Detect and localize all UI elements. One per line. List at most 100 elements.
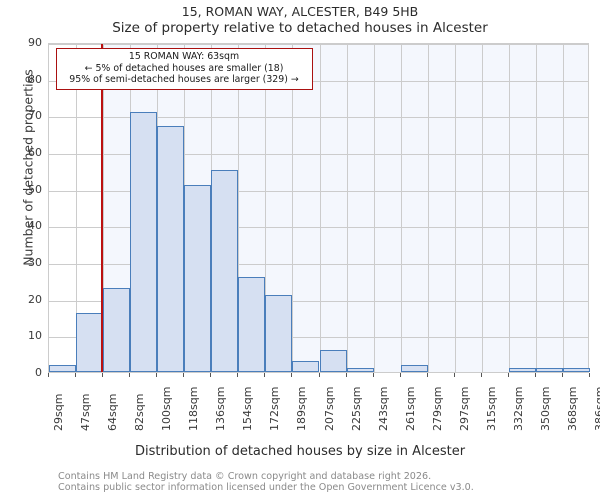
gridline-x-10	[320, 44, 321, 372]
bar-189sqm	[292, 361, 320, 372]
annotation-line-2: ← 5% of detached houses are smaller (18)	[84, 62, 284, 74]
page-title: 15, ROMAN WAY, ALCESTER, B49 5HB	[181, 4, 419, 19]
footer-line-2: Contains public sector information licen…	[58, 482, 474, 494]
bar-368sqm	[562, 368, 590, 372]
y-tick-label-90: 90	[28, 36, 42, 49]
annotation-line-3: 95% of semi-detached houses are larger (…	[69, 74, 299, 86]
bar-172sqm	[265, 295, 293, 372]
y-tick-label-70: 70	[28, 109, 42, 123]
gridline-x-2	[103, 44, 104, 372]
x-tick-label-189sqm: 189sqm	[295, 386, 309, 431]
bar-225sqm	[346, 368, 374, 372]
x-tick-label-118sqm: 118sqm	[187, 386, 201, 431]
x-tick-mark-154sqm	[237, 373, 238, 377]
gridline-y-10	[49, 337, 588, 338]
gridline-y-50	[49, 191, 588, 192]
y-tick-label-40: 40	[28, 219, 42, 233]
x-tick-mark-136sqm	[210, 373, 211, 377]
x-tick-mark-225sqm	[346, 373, 347, 377]
x-tick-mark-243sqm	[373, 373, 374, 377]
bar-154sqm	[238, 276, 266, 372]
x-tick-mark-279sqm	[427, 373, 428, 377]
bar-136sqm	[211, 170, 239, 372]
x-tick-label-261sqm: 261sqm	[403, 386, 417, 431]
x-tick-label-332sqm: 332sqm	[511, 386, 525, 431]
bar-332sqm	[508, 368, 536, 372]
x-tick-label-136sqm: 136sqm	[214, 386, 228, 431]
x-tick-label-64sqm: 64sqm	[106, 393, 120, 431]
x-tick-label-29sqm: 29sqm	[52, 393, 65, 431]
gridline-x-12	[374, 44, 375, 372]
y-axis-title: Number of detached properties	[20, 69, 36, 266]
gridline-x-7	[238, 44, 239, 372]
x-tick-mark-47sqm	[75, 373, 76, 377]
y-tick-label-50: 50	[28, 182, 42, 196]
x-tick-label-386sqm: 386sqm	[593, 386, 600, 431]
x-tick-label-243sqm: 243sqm	[376, 386, 390, 431]
y-tick-label-20: 20	[28, 292, 42, 306]
annotation-line-1: 15 ROMAN WAY: 63sqm	[128, 51, 240, 62]
footer-line-1: Contains HM Land Registry data © Crown c…	[58, 471, 432, 482]
y-tick-label-30: 30	[28, 256, 42, 269]
x-tick-label-225sqm: 225sqm	[349, 386, 363, 431]
x-tick-mark-332sqm	[508, 373, 509, 377]
x-tick-label-100sqm: 100sqm	[160, 386, 174, 431]
gridline-y-60	[49, 154, 588, 155]
x-tick-label-207sqm: 207sqm	[322, 386, 336, 431]
x-tick-mark-64sqm	[102, 373, 103, 377]
x-tick-mark-189sqm	[291, 373, 292, 377]
annotation-box: 15 ROMAN WAY: 63sqm ← 5% of detached hou…	[55, 48, 313, 90]
y-tick-label-10: 10	[28, 329, 42, 343]
x-tick-label-172sqm: 172sqm	[268, 386, 282, 431]
x-tick-label-350sqm: 350sqm	[538, 386, 552, 431]
x-tick-mark-297sqm	[454, 373, 455, 377]
gridline-x-8	[265, 44, 266, 372]
gridline-x-14	[428, 44, 429, 372]
x-tick-label-82sqm: 82sqm	[133, 393, 147, 431]
gridline-x-15	[455, 44, 456, 372]
x-tick-mark-261sqm	[400, 373, 401, 377]
x-tick-label-154sqm: 154sqm	[241, 386, 255, 431]
gridline-y-40	[49, 227, 588, 228]
bar-350sqm	[535, 368, 563, 372]
x-tick-mark-29sqm	[48, 373, 49, 377]
bar-64sqm	[103, 287, 131, 372]
x-tick-label-315sqm: 315sqm	[484, 386, 498, 431]
gridline-y-20	[49, 301, 588, 302]
gridline-x-16	[482, 44, 483, 372]
bar-261sqm	[400, 364, 428, 372]
plot-area	[48, 43, 590, 373]
x-tick-mark-118sqm	[183, 373, 184, 377]
y-tick-label-80: 80	[28, 72, 42, 86]
y-tick-label-0: 0	[35, 366, 42, 379]
bar-82sqm	[130, 111, 158, 372]
property-marker-line	[100, 44, 103, 372]
x-axis-title: Distribution of detached houses by size …	[134, 444, 466, 459]
gridline-x-1	[76, 44, 77, 372]
chart-subtitle: Size of property relative to detached ho…	[112, 20, 488, 36]
x-tick-mark-386sqm	[589, 373, 590, 377]
gridline-x-13	[401, 44, 402, 372]
gridline-y-80	[49, 81, 588, 82]
x-tick-mark-368sqm	[562, 373, 563, 377]
x-tick-label-368sqm: 368sqm	[565, 386, 579, 431]
x-tick-label-297sqm: 297sqm	[457, 386, 471, 431]
x-tick-mark-350sqm	[535, 373, 536, 377]
x-tick-label-279sqm: 279sqm	[430, 386, 444, 431]
bar-29sqm	[49, 364, 77, 372]
x-tick-mark-315sqm	[481, 373, 482, 377]
x-tick-mark-100sqm	[156, 373, 157, 377]
gridline-x-9	[292, 44, 293, 372]
gridline-y-70	[49, 117, 588, 118]
gridline-y-30	[49, 264, 588, 265]
gridline-y-90	[49, 44, 588, 45]
bar-47sqm	[76, 313, 104, 372]
x-tick-mark-172sqm	[264, 373, 265, 377]
bar-207sqm	[319, 350, 347, 372]
x-tick-mark-82sqm	[129, 373, 130, 377]
gridline-x-18	[536, 44, 537, 372]
x-tick-label-47sqm: 47sqm	[79, 393, 93, 431]
gridline-x-11	[347, 44, 348, 372]
gridline-x-19	[563, 44, 564, 372]
